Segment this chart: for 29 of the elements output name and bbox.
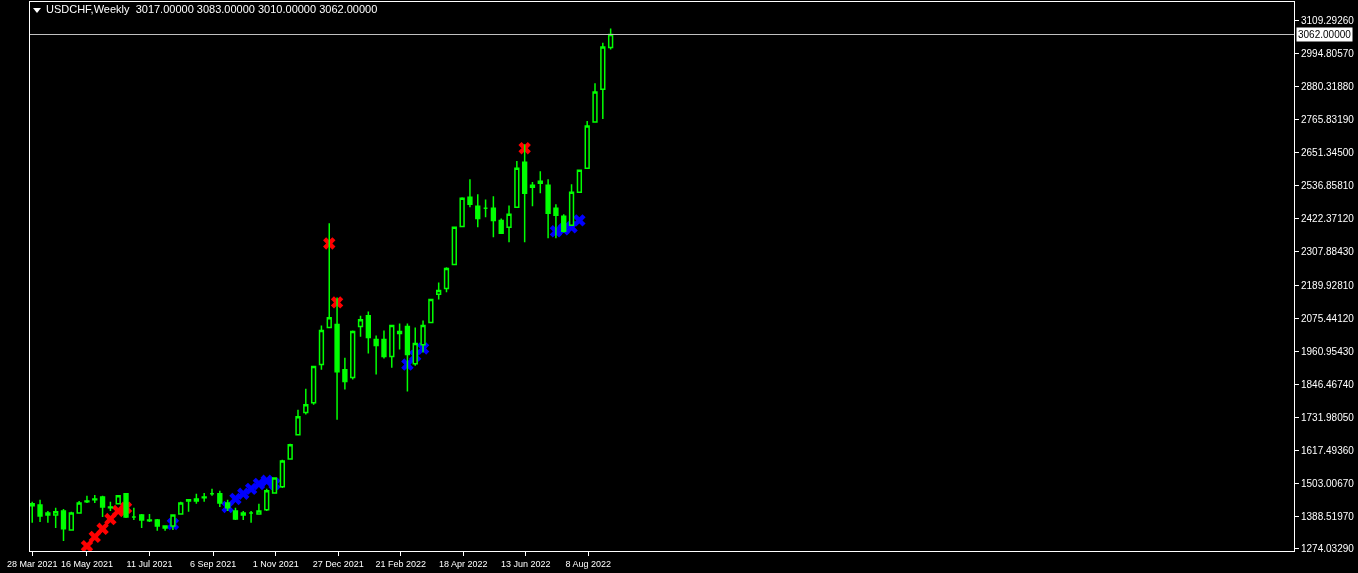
y-tick-label: 1617.49360 <box>1301 444 1355 456</box>
x-tick-label: 8 Aug 2022 <box>565 558 612 569</box>
y-tick-label: 2422.37120 <box>1301 213 1355 225</box>
y-tick-label: 1503.00670 <box>1301 477 1355 489</box>
y-tick-label: 2536.85810 <box>1301 180 1355 192</box>
chart-title: USDCHF,Weekly 3017.00000 3083.00000 3010.00000 3062.00000 <box>46 2 378 15</box>
y-tick-label: 2075.44120 <box>1301 312 1355 324</box>
x-tick-label: 11 Jul 2021 <box>126 558 173 569</box>
x-tick-label: 21 Feb 2022 <box>375 558 426 569</box>
x-tick-label: 13 Jun 2022 <box>501 558 551 569</box>
y-tick-label: 2765.83190 <box>1301 114 1355 126</box>
y-tick-label: 2651.34500 <box>1301 147 1355 159</box>
y-tick-label: 1388.51970 <box>1301 510 1355 522</box>
x-tick-label: 28 Mar 2021 <box>6 558 58 569</box>
x-tick-label: 27 Dec 2021 <box>312 558 364 569</box>
x-tick-label: 16 May 2021 <box>60 558 113 569</box>
y-tick-label: 2307.88430 <box>1301 246 1355 257</box>
x-tick-label: 1 Nov 2021 <box>252 558 299 569</box>
x-tick-label: 6 Sep 2021 <box>190 558 237 569</box>
y-tick-label: 1960.95430 <box>1301 345 1355 357</box>
y-tick-label: 2189.92810 <box>1301 279 1355 291</box>
x-tick-label: 18 Apr 2022 <box>438 558 488 569</box>
y-tick-label: 1274.03290 <box>1301 543 1355 555</box>
y-tick-label: 3109.29260 <box>1301 15 1355 27</box>
ref-line-label: 3062.00000 <box>1298 29 1352 40</box>
y-tick-label: 1731.98050 <box>1301 411 1355 423</box>
y-tick-label: 1846.46740 <box>1301 378 1355 390</box>
y-tick-label: 2880.31880 <box>1301 81 1355 93</box>
y-tick-label: 2994.80570 <box>1301 48 1355 60</box>
